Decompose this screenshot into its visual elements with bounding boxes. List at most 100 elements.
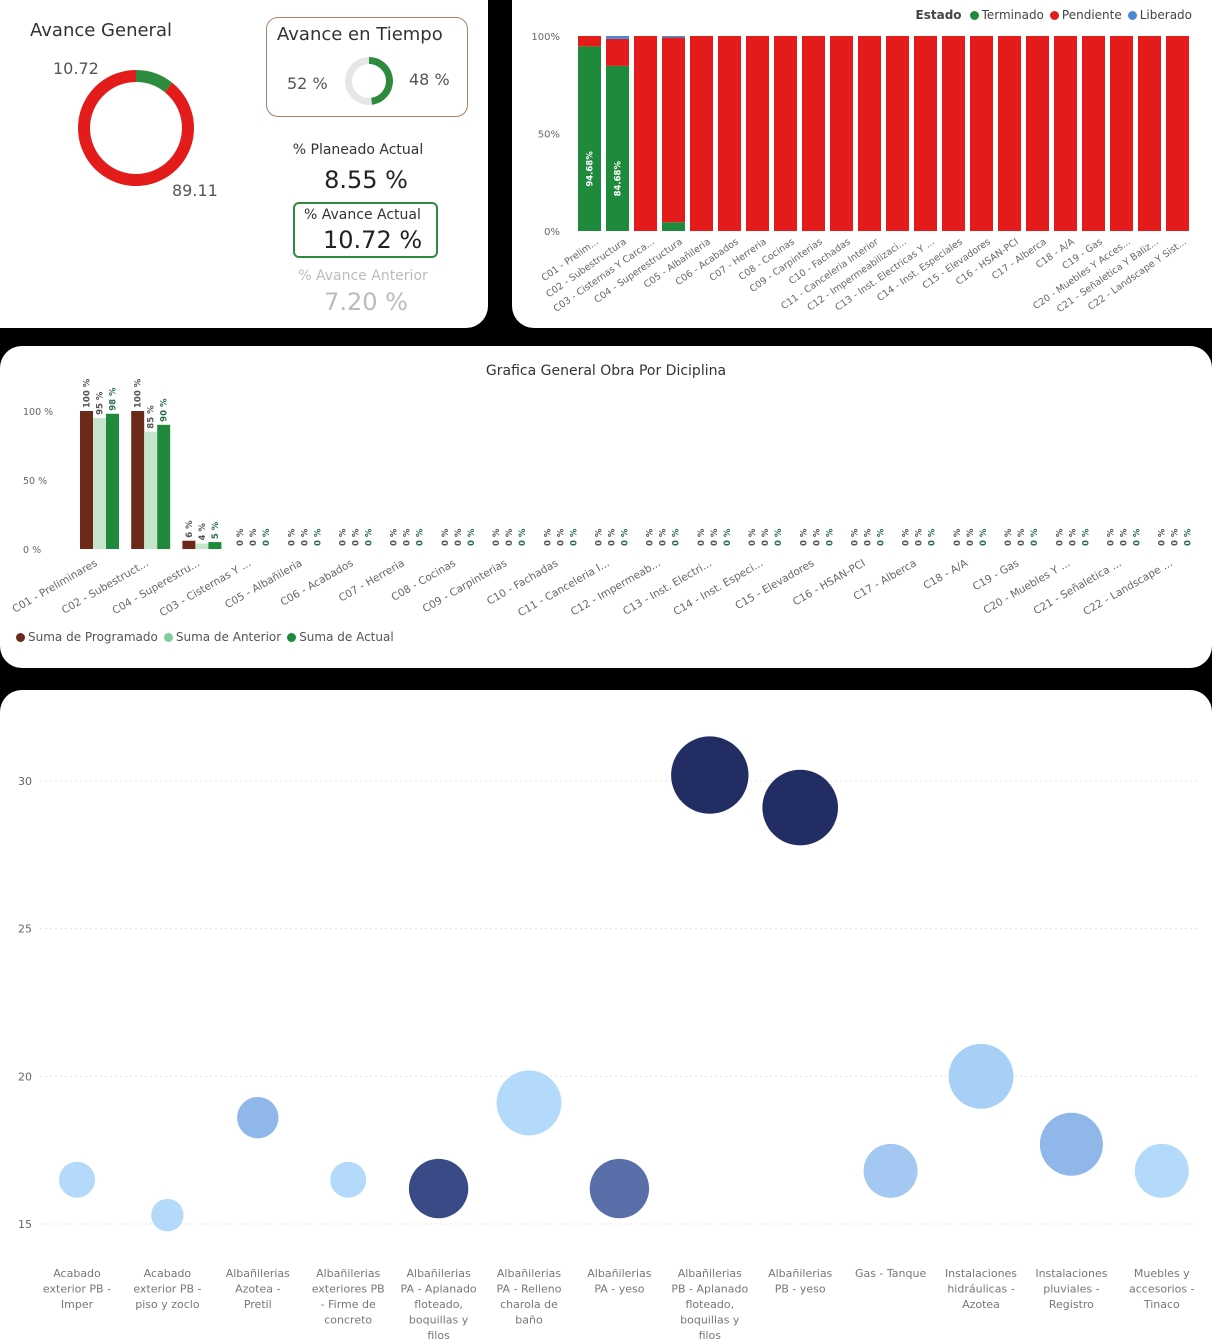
legend-pendiente-label: Pendiente: [1061, 8, 1122, 22]
disc-data-label: 0 %: [672, 528, 682, 546]
legend-actual[interactable]: Suma de Actual: [287, 630, 394, 644]
legend-anterior[interactable]: Suma de Anterior: [163, 630, 281, 644]
disc-bar-2: [516, 548, 529, 549]
anterior-value: 7.20 %: [324, 288, 408, 316]
disc-data-label: 0 %: [287, 528, 297, 546]
estado-y-tick: 100%: [531, 32, 560, 43]
disc-data-label: 0 %: [1107, 528, 1117, 546]
avance-general-pending-label: 89.11: [172, 181, 218, 200]
bubble-chart-panel: 15 20 25 30 Acabado exterior PB -Imper Acabado…: [0, 690, 1212, 1344]
bubble-x-tick: Albañilerias PB - Aplanado floteado, boquil…: [671, 1267, 748, 1342]
disc-x-tick: C12 - Impermeab...: [569, 557, 663, 618]
estado-bar-pendiente: [998, 36, 1021, 231]
estado-bar-terminado: [578, 46, 601, 232]
legend-terminado[interactable]: Terminado: [969, 8, 1044, 22]
disc-bar-0: [541, 548, 554, 549]
legend-pendiente[interactable]: Pendiente: [1049, 8, 1122, 22]
estado-bar-pendiente: [970, 36, 993, 231]
disc-bar-1: [144, 431, 158, 549]
disc-data-label: 0 %: [1068, 528, 1078, 546]
bubble-y-tick: 25: [18, 923, 32, 936]
disc-data-label: 0 %: [799, 528, 809, 546]
disc-data-label: 0 %: [300, 528, 310, 546]
legend-liberado[interactable]: Liberado: [1127, 8, 1192, 22]
bubble-point: [408, 1158, 469, 1219]
disc-x-tick: C14 - Inst. Especi...: [672, 557, 766, 618]
disc-bar-0: [848, 548, 861, 549]
disc-data-label: 0 %: [556, 528, 566, 546]
disc-data-label: 0 %: [236, 528, 246, 546]
bubble-y-tick: 20: [18, 1070, 32, 1083]
disc-bar-1: [810, 548, 823, 549]
disc-bar-1: [759, 548, 772, 549]
disc-bar-0: [387, 548, 400, 549]
legend-programado-label: Suma de Programado: [28, 630, 158, 644]
disc-x-tick: C03 - Cisternas Y ...: [158, 557, 253, 619]
disc-x-tick: C21 - Señaletica ...: [1031, 557, 1123, 617]
legend-programado-dot: [16, 632, 25, 642]
bubble-x-tick: Albañilerias PA - Aplanado floteado, boquil…: [401, 1267, 477, 1342]
bubble-x-tick: Acabado exterior PB -piso y zoclo: [133, 1267, 201, 1311]
disc-data-label: 0 %: [761, 528, 771, 546]
avance-general-completed-label: 10.72: [53, 59, 99, 78]
disciplina-chart-panel: Grafica General Obra Por Diciplina 0 % 50…: [0, 346, 1212, 668]
disc-data-label: 0 %: [1004, 528, 1014, 546]
disc-bar-2: [1181, 548, 1194, 549]
disciplina-legend: Suma de Programado Suma de Anterior Suma…: [16, 630, 400, 644]
bubble-chart: 15 20 25 30 Acabado exterior PB -Imper Acabado…: [18, 736, 1200, 1342]
disc-data-label: 0 %: [441, 528, 451, 546]
disc-x-tick: C22 - Landscape ...: [1081, 557, 1174, 618]
disc-data-label: 0 %: [1171, 528, 1181, 546]
disc-bar-1: [247, 548, 260, 549]
disc-y-tick: 0 %: [23, 545, 41, 556]
actual-value: 10.72 %: [323, 226, 423, 254]
legend-programado[interactable]: Suma de Programado: [16, 630, 158, 644]
disc-bar-2: [106, 413, 119, 549]
disc-data-label: 100 %: [134, 378, 144, 408]
disc-bar-0: [438, 548, 451, 549]
estado-data-label: 94.68%: [586, 151, 596, 187]
planeado-label: % Planeado Actual: [292, 142, 424, 158]
disc-data-label: 0 %: [454, 528, 464, 546]
disc-data-label: 0 %: [1120, 528, 1130, 546]
bubble-point: [863, 1143, 918, 1198]
bubble-x-tick: Instalaciones hidráulicas -Azotea: [945, 1267, 1017, 1311]
estado-bar-pendiente: [606, 38, 629, 66]
disc-data-label: 0 %: [1184, 528, 1194, 546]
estado-bar-pendiente: [1082, 36, 1105, 231]
legend-actual-dot: [287, 632, 297, 642]
disc-x-tick: C20 - Muebles Y ...: [981, 557, 1072, 616]
disc-data-label: 5 %: [211, 521, 221, 539]
disc-bar-2: [362, 548, 375, 549]
estado-bar-pendiente: [830, 36, 853, 231]
disc-data-label: 0 %: [1055, 528, 1065, 546]
disc-data-label: 90 %: [160, 398, 170, 422]
bubble-point: [762, 769, 838, 846]
disc-bar-0: [490, 548, 503, 549]
disc-data-label: 0 %: [262, 528, 272, 546]
bubble-x-tick: Albañilerias Azotea -Pretil: [226, 1267, 290, 1311]
estado-bar-pendiente: [578, 36, 601, 47]
disc-bar-0: [1002, 548, 1015, 549]
disc-data-label: 0 %: [1158, 528, 1168, 546]
disc-data-label: 0 %: [467, 528, 477, 546]
anterior-label: % Avance Anterior: [298, 268, 428, 284]
disc-bar-2: [823, 548, 836, 549]
disc-data-label: 0 %: [518, 528, 528, 546]
disc-bar-2: [260, 548, 273, 549]
disc-x-tick: C09 - Carpinterias: [421, 557, 509, 615]
disc-data-label: 0 %: [492, 528, 502, 546]
disc-bar-1: [1066, 548, 1079, 549]
disc-data-label: 0 %: [928, 528, 938, 546]
disc-bar-2: [976, 548, 989, 549]
disc-bar-1: [656, 548, 669, 549]
disc-data-label: 0 %: [774, 528, 784, 546]
estado-y-tick: 0%: [544, 227, 560, 238]
bubble-point: [671, 736, 749, 814]
disc-data-label: 0 %: [915, 528, 925, 546]
disc-bar-1: [1117, 548, 1130, 549]
disc-data-label: 0 %: [608, 528, 618, 546]
disc-bar-0: [797, 548, 810, 549]
bubble-point: [59, 1161, 95, 1198]
disc-data-label: 0 %: [812, 528, 822, 546]
